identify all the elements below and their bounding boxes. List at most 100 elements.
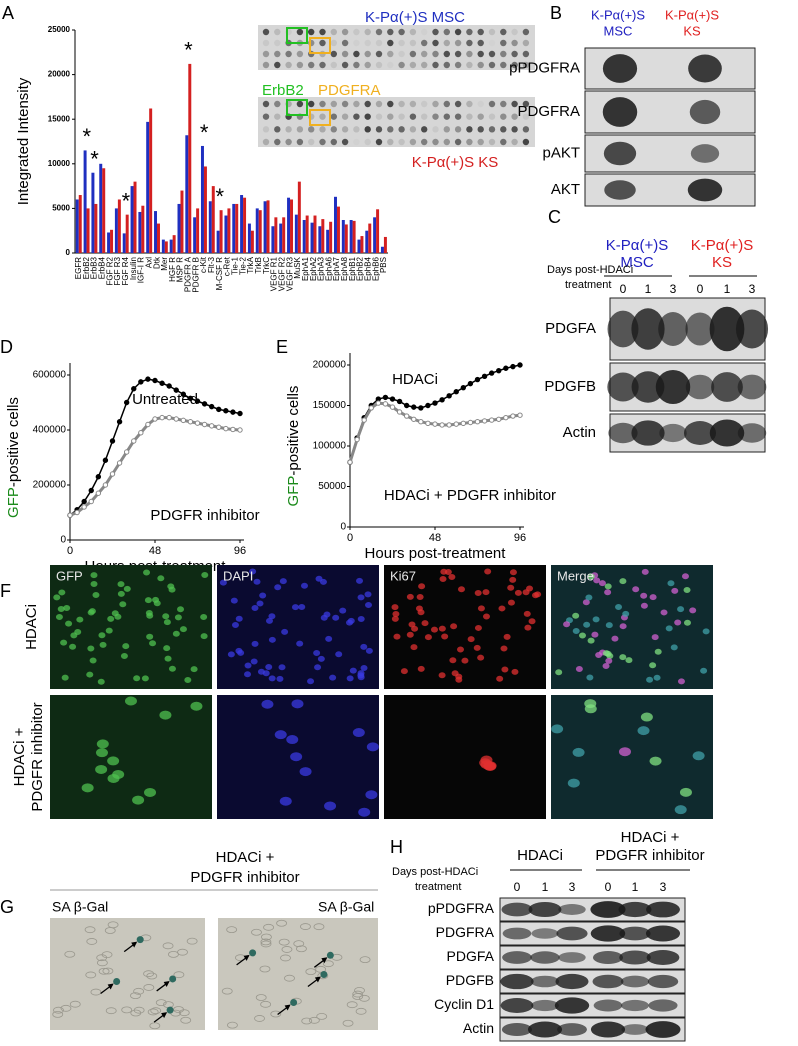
data-point: [230, 426, 236, 433]
cell: [640, 592, 648, 599]
bar: [149, 108, 153, 253]
blot-spot: [443, 126, 450, 133]
cell: [585, 594, 593, 601]
data-point: [488, 370, 495, 376]
stained-cell: [326, 951, 334, 959]
cell: [681, 573, 689, 580]
blot-spot: [500, 61, 507, 69]
row-label: Actin: [563, 424, 596, 441]
cell: [482, 589, 490, 596]
row-label: PDGFB: [544, 378, 596, 395]
y-axis-title-part: -positive cells: [5, 397, 22, 487]
blot-spot: [522, 39, 530, 47]
blot-band: [531, 999, 559, 1012]
cell: [593, 577, 601, 584]
blot-spot: [262, 138, 270, 146]
y-tick-label: 600000: [33, 370, 67, 381]
cell: [121, 1006, 133, 1014]
blot-strip: [499, 993, 686, 1018]
bar: [91, 172, 95, 253]
bar: [287, 197, 291, 253]
blot-spot: [387, 113, 394, 120]
blot-spot: [421, 113, 428, 120]
cell: [286, 735, 299, 745]
data-point: [496, 367, 502, 374]
lane-label: 3: [569, 880, 576, 894]
data-point: [81, 504, 87, 510]
data-point: [389, 404, 396, 410]
cell: [393, 633, 401, 640]
cell: [90, 580, 98, 587]
y-tick-label: 20000: [48, 70, 71, 79]
data-point: [382, 401, 389, 407]
channel-label: GFP: [56, 568, 83, 583]
x-tick-label: IGF-I R: [137, 257, 146, 283]
blot-spot: [308, 138, 315, 146]
cell: [186, 937, 198, 945]
blot-spot: [443, 100, 450, 108]
cell: [653, 674, 661, 681]
cell: [143, 569, 151, 576]
blot-spot: [488, 50, 496, 58]
stained-cell: [113, 977, 121, 985]
highlight-box: [309, 37, 331, 54]
blot-spot: [375, 138, 383, 146]
cell: [179, 626, 187, 633]
x-tick-label: FGF R2: [105, 256, 114, 285]
bar: [310, 222, 314, 253]
cell: [90, 572, 98, 579]
data-point: [145, 376, 151, 382]
cell: [143, 970, 154, 978]
cell: [654, 648, 662, 655]
bar: [263, 201, 267, 253]
cell: [251, 640, 259, 647]
blot-band: [621, 999, 649, 1012]
cell: [605, 622, 613, 629]
blot-spot: [387, 28, 394, 36]
blot-spot: [319, 28, 326, 36]
micrograph: [384, 695, 546, 819]
cell: [53, 1006, 64, 1014]
x-tick-label: ErbB4: [97, 256, 106, 279]
blot-spot: [466, 50, 473, 58]
blot-spot: [511, 39, 518, 47]
blot-band: [590, 1021, 626, 1038]
cell: [259, 965, 271, 973]
y-tick-label: 0: [66, 248, 71, 257]
data-point: [145, 421, 151, 428]
bar: [282, 217, 286, 253]
blot-band: [685, 374, 715, 400]
stained-cell: [169, 975, 177, 983]
blot-spot: [364, 100, 371, 108]
bar: [294, 214, 298, 253]
blot-band: [556, 926, 588, 941]
cell: [307, 678, 315, 685]
cell: [615, 603, 623, 610]
data-point: [467, 380, 474, 387]
y-axis-title-part: GFP: [5, 487, 22, 518]
cell: [364, 601, 372, 608]
blot-spot: [262, 61, 270, 69]
blot-band: [500, 998, 534, 1013]
bar: [203, 166, 207, 253]
y-tick-label: 150000: [313, 400, 347, 411]
cell: [591, 631, 599, 638]
blot-spot: [353, 126, 360, 133]
cell: [700, 667, 708, 674]
blot-spot: [319, 61, 326, 69]
blot-spot: [274, 50, 281, 58]
lane-label: 0: [697, 282, 704, 296]
cell: [173, 1006, 184, 1013]
cell: [117, 590, 125, 597]
bar: [125, 214, 129, 253]
y-tick-label: 200000: [313, 360, 347, 371]
cell: [141, 675, 149, 682]
blot-spot: [477, 100, 484, 108]
blot-spot: [364, 28, 371, 36]
y-axis-title-part: -positive cells: [285, 386, 302, 476]
blot-spot: [353, 39, 360, 47]
y-axis-title: Integrated Intensity: [15, 77, 32, 205]
data-point: [481, 418, 488, 424]
cell: [117, 581, 125, 588]
blot-spot: [398, 138, 405, 146]
